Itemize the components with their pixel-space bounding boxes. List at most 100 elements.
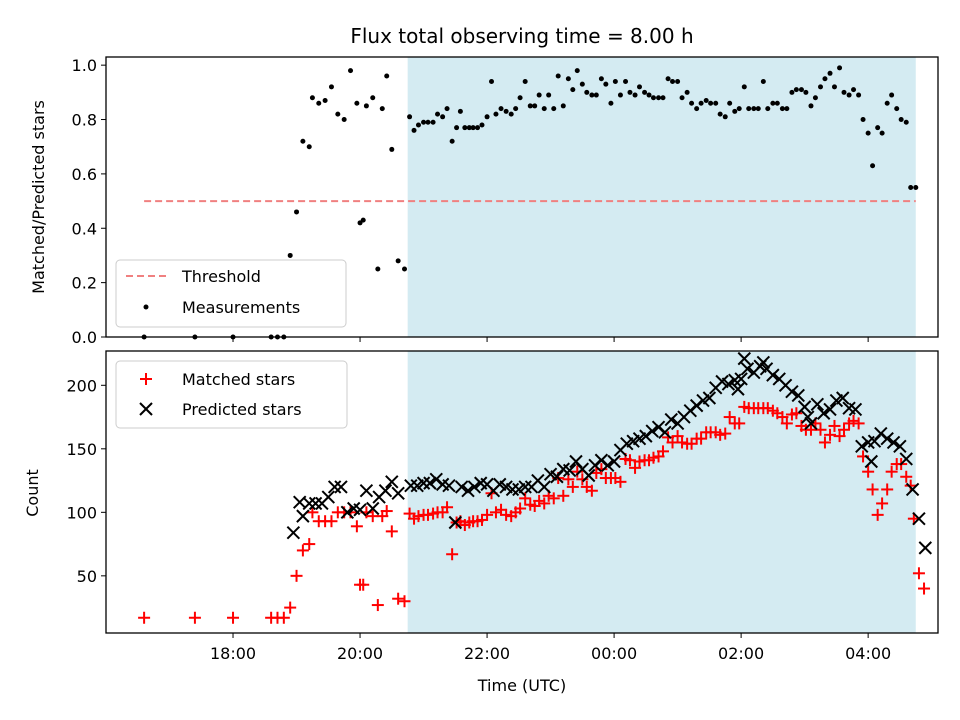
count-y-label: Count xyxy=(23,469,42,517)
matched-star-point xyxy=(284,601,297,614)
matched-star-point xyxy=(557,489,570,502)
matched-star-point xyxy=(392,592,405,605)
measurement-point xyxy=(770,100,776,106)
measurement-point xyxy=(636,84,642,90)
ratio-legend: Threshold Measurements xyxy=(115,259,347,328)
matched-star-point xyxy=(489,506,502,519)
predicted-star-point xyxy=(766,368,780,382)
measurement-point xyxy=(454,125,460,131)
predicted-star-point xyxy=(308,496,323,511)
matched-star-point xyxy=(904,479,917,492)
measurement-point xyxy=(484,114,490,120)
predicted-star-point xyxy=(756,355,771,370)
ratio-legend-box xyxy=(115,259,347,328)
matched-star-point xyxy=(714,428,727,441)
predicted-star-point xyxy=(855,439,869,453)
matched-star-point xyxy=(885,465,898,478)
measurement-point xyxy=(493,111,499,117)
matched-star-point xyxy=(227,611,240,624)
count-plot-frame xyxy=(105,350,939,634)
predicted-star-point xyxy=(461,484,475,498)
measurement-point xyxy=(856,92,862,98)
measurement-point xyxy=(879,130,885,136)
predicted-star-point xyxy=(601,458,615,473)
measurement-point xyxy=(462,125,468,131)
measurement-point xyxy=(522,78,528,84)
measurement-point xyxy=(444,106,450,112)
measurement-point xyxy=(765,106,771,112)
measurement-point xyxy=(751,106,757,112)
measurement-point xyxy=(722,114,728,120)
measurement-point xyxy=(541,106,547,112)
measurement-point xyxy=(865,130,871,136)
predicted-star-point xyxy=(391,486,405,500)
y-tick-label: 1.0 xyxy=(72,56,97,75)
matched-star-point xyxy=(571,465,584,478)
predicted-star-point xyxy=(423,476,437,490)
matched-star-point xyxy=(866,483,879,496)
measurement-point xyxy=(430,119,436,125)
measurement-point xyxy=(363,103,369,109)
measurement-point xyxy=(650,95,656,101)
measurement-point xyxy=(675,78,681,84)
measurement-point xyxy=(656,95,662,101)
predicted-star-point xyxy=(664,412,678,427)
matched-star-point xyxy=(277,611,290,624)
legend-predicted-label: Predicted stars xyxy=(182,400,302,419)
measurement-point xyxy=(642,89,648,95)
measurement-point xyxy=(627,89,633,95)
observing-window-top xyxy=(407,57,916,337)
y-tick-label: 200 xyxy=(66,376,97,395)
measurement-point xyxy=(755,106,761,112)
predicted-star-point xyxy=(918,541,933,555)
y-tick-label: 0.2 xyxy=(72,274,97,293)
matched-star-point xyxy=(761,402,774,415)
observing-window-bottom xyxy=(407,351,916,633)
measurement-point xyxy=(860,117,866,123)
matched-star-point xyxy=(695,432,708,445)
measurement-point xyxy=(466,125,472,131)
predicted-star-point xyxy=(785,384,799,399)
measurement-point xyxy=(870,163,876,169)
measurement-point xyxy=(803,89,809,95)
matched-star-point xyxy=(585,484,598,497)
matched-star-point xyxy=(481,508,494,521)
measurement-point xyxy=(348,68,354,74)
measurement-point xyxy=(793,87,799,93)
y-tick-label: 150 xyxy=(66,440,97,459)
count-panel: 18:00 20:00 22:00 00:00 02:00 04:00 50 100 150 20… xyxy=(23,350,939,695)
matched-star-point xyxy=(676,436,689,449)
measurement-point xyxy=(875,125,881,131)
matched-star-point xyxy=(623,454,636,467)
matched-star-point xyxy=(500,508,513,521)
measurement-point xyxy=(789,89,795,95)
predicted-star-point xyxy=(321,490,335,504)
measurement-point xyxy=(713,100,719,106)
predicted-star-point xyxy=(359,484,374,498)
predicted-star-point xyxy=(864,454,879,469)
measurement-point xyxy=(841,89,847,95)
measurement-point xyxy=(741,84,747,90)
measurement-point xyxy=(508,111,514,117)
measurement-point xyxy=(808,103,814,109)
measurement-point xyxy=(411,127,417,133)
measurement-point xyxy=(389,146,395,152)
measurement-point xyxy=(421,119,427,125)
legend-matched-swatch xyxy=(140,373,152,385)
predicted-star-point xyxy=(912,511,926,526)
matched-star-point xyxy=(633,455,646,468)
measurement-point xyxy=(306,144,312,150)
measurement-point xyxy=(551,106,557,112)
matched-star-point xyxy=(357,578,370,591)
measurement-point xyxy=(379,106,385,112)
predicted-star-point xyxy=(804,416,818,431)
predicted-star-point xyxy=(658,425,672,440)
predicted-star-point xyxy=(880,431,894,446)
measurement-point xyxy=(894,106,900,112)
x-tick-label: 02:00 xyxy=(718,644,764,663)
measurement-point xyxy=(593,92,599,98)
matched-star-point xyxy=(733,417,746,430)
measurement-point xyxy=(736,106,742,112)
measurement-point xyxy=(851,87,857,93)
